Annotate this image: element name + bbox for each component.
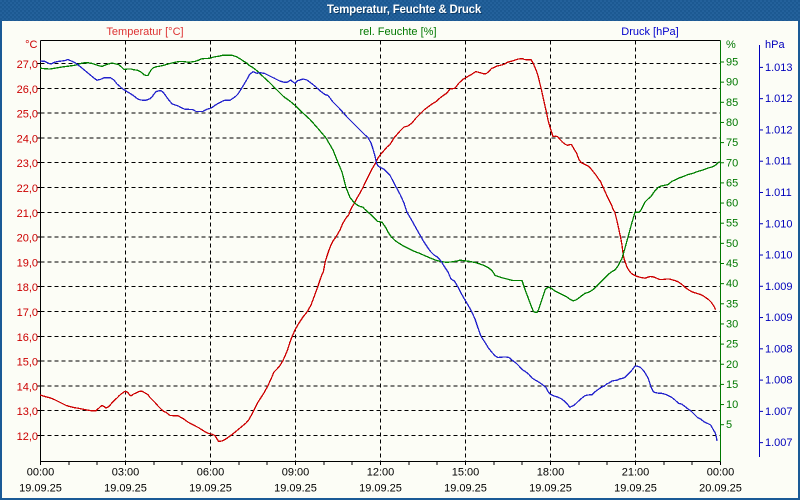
svg-text:55: 55 [726, 218, 738, 230]
svg-text:09:00: 09:00 [282, 467, 310, 479]
svg-text:1.007: 1.007 [765, 406, 793, 418]
svg-text:18,0: 18,0 [17, 282, 38, 294]
svg-text:60: 60 [726, 198, 738, 210]
svg-text:19.09.25: 19.09.25 [529, 483, 572, 495]
svg-text:50: 50 [726, 238, 738, 250]
svg-text:35: 35 [726, 298, 738, 310]
svg-text:21:00: 21:00 [622, 467, 650, 479]
svg-text:1.009: 1.009 [765, 281, 793, 293]
svg-text:19,0: 19,0 [17, 257, 38, 269]
svg-text:26,0: 26,0 [17, 84, 38, 96]
svg-text:20,0: 20,0 [17, 233, 38, 245]
svg-text:10: 10 [726, 399, 738, 411]
svg-text:%: % [726, 39, 736, 51]
svg-text:80: 80 [726, 117, 738, 129]
svg-text:1.012: 1.012 [765, 124, 793, 136]
svg-text:hPa: hPa [765, 39, 785, 51]
svg-text:22,0: 22,0 [17, 183, 38, 195]
svg-text:1.009: 1.009 [765, 312, 793, 324]
svg-text:Druck [hPa]: Druck [hPa] [621, 26, 678, 38]
svg-text:1.011: 1.011 [765, 156, 792, 168]
svg-text:17,0: 17,0 [17, 307, 38, 319]
svg-text:19.09.25: 19.09.25 [444, 483, 487, 495]
svg-text:95: 95 [726, 57, 738, 69]
svg-text:Temperatur [°C]: Temperatur [°C] [106, 26, 183, 38]
svg-text:19.09.25: 19.09.25 [274, 483, 317, 495]
svg-text:12:00: 12:00 [367, 467, 395, 479]
svg-text:24,0: 24,0 [17, 133, 38, 145]
svg-text:23,0: 23,0 [17, 158, 38, 170]
svg-text:19.09.25: 19.09.25 [189, 483, 232, 495]
svg-text:1.012: 1.012 [765, 93, 793, 105]
svg-text:12,0: 12,0 [17, 431, 38, 443]
svg-text:1.008: 1.008 [765, 375, 793, 387]
svg-text:1.008: 1.008 [765, 343, 793, 355]
svg-text:20.09.25: 20.09.25 [699, 483, 742, 495]
svg-text:70: 70 [726, 157, 738, 169]
svg-text:1.013: 1.013 [765, 62, 793, 74]
svg-text:1.010: 1.010 [765, 218, 793, 230]
svg-text:19.09.25: 19.09.25 [359, 483, 402, 495]
svg-text:20: 20 [726, 359, 738, 371]
svg-text:21,0: 21,0 [17, 208, 38, 220]
svg-text:75: 75 [726, 137, 738, 149]
svg-text:65: 65 [726, 177, 738, 189]
svg-text:27,0: 27,0 [17, 59, 38, 71]
svg-text:40: 40 [726, 278, 738, 290]
svg-text:00:00: 00:00 [707, 467, 735, 479]
svg-text:06:00: 06:00 [197, 467, 225, 479]
svg-text:15,0: 15,0 [17, 357, 38, 369]
svg-text:19.09.25: 19.09.25 [19, 483, 62, 495]
svg-text:00:00: 00:00 [27, 467, 55, 479]
svg-text:25: 25 [726, 339, 738, 351]
svg-text:Temperatur, Feuchte & Druck: Temperatur, Feuchte & Druck [327, 4, 482, 16]
svg-text:45: 45 [726, 258, 738, 270]
svg-text:14,0: 14,0 [17, 381, 38, 393]
svg-text:90: 90 [726, 77, 738, 89]
svg-text:30: 30 [726, 318, 738, 330]
svg-text:18:00: 18:00 [537, 467, 565, 479]
svg-text:15: 15 [726, 379, 738, 391]
svg-text:19.09.25: 19.09.25 [104, 483, 147, 495]
svg-text:1.007: 1.007 [765, 437, 793, 449]
svg-text:13,0: 13,0 [17, 406, 38, 418]
svg-text:rel. Feuchte [%]: rel. Feuchte [%] [359, 26, 436, 38]
svg-text:Temperatur, Feuchte & Druck: Temperatur, Feuchte & Druck [328, 5, 483, 17]
svg-text:85: 85 [726, 97, 738, 109]
svg-text:15:00: 15:00 [452, 467, 480, 479]
svg-text:25,0: 25,0 [17, 109, 38, 121]
svg-text:5: 5 [726, 419, 732, 431]
svg-text:19.09.25: 19.09.25 [614, 483, 657, 495]
svg-text:1.010: 1.010 [765, 250, 793, 262]
svg-text:03:00: 03:00 [112, 467, 140, 479]
svg-text:16,0: 16,0 [17, 332, 38, 344]
svg-text:1.011: 1.011 [765, 187, 792, 199]
svg-text:°C: °C [25, 39, 37, 51]
